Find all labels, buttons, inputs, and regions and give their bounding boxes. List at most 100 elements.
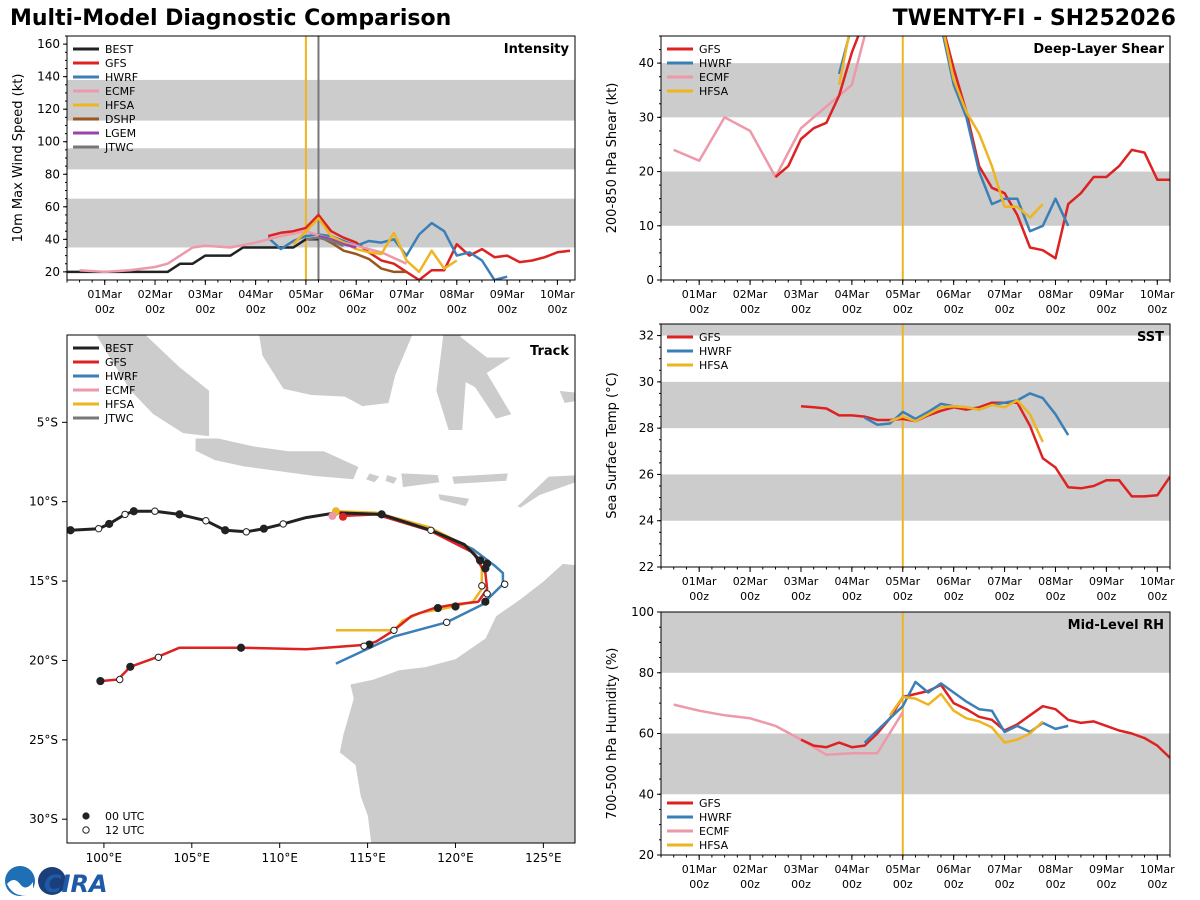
sst-xtick-label-hour: 00z <box>1147 590 1167 603</box>
sst-xtick-label: 10Mar <box>1140 575 1175 588</box>
track-legend-label-gfs: GFS <box>105 356 127 369</box>
land-sumbawa <box>400 472 441 488</box>
storm-id: TWENTY-FI - SH252026 <box>892 6 1176 31</box>
intensity-chart: 20 40 60 80 100 120 140 160 01Mar 00z 02Mar 00z 03Ma… <box>11 35 576 316</box>
sst-legend-label-gfs: GFS <box>699 331 721 344</box>
sst-xtick-label: 07Mar <box>987 575 1022 588</box>
shear-xtick-label: 08Mar <box>1038 288 1073 301</box>
track-marker-12utc <box>121 510 129 519</box>
track-xtick-label: 110°E <box>261 851 298 865</box>
sst-legend-label-hwrf: HWRF <box>699 345 732 358</box>
track-marker-00utc <box>377 510 386 519</box>
sst-xtick-label-hour: 00z <box>995 590 1015 603</box>
intensity-ytick-label: 20 <box>45 265 60 279</box>
intensity-xtick-label-hour: 00z <box>246 303 266 316</box>
sst-xtick-label-hour: 00z <box>944 590 964 603</box>
shear-xtick-label-hour: 00z <box>842 303 862 316</box>
track-xtick-label: 105°E <box>174 851 211 865</box>
rh-ytick-label: 80 <box>639 666 654 680</box>
shear-xtick-label: 10Mar <box>1140 288 1175 301</box>
track-marker-12utc <box>427 526 435 534</box>
sst-xtick-label-hour: 00z <box>893 590 913 603</box>
rh-legend-label-ecmf: ECMF <box>699 825 729 838</box>
intensity-legend-label-lgem: LGEM <box>105 127 136 140</box>
sst-ytick-label: 32 <box>639 329 654 343</box>
intensity-xtick-label-hour: 00z <box>497 303 517 316</box>
shear-ylabel: 200-850 hPa Shear (kt) <box>605 83 620 234</box>
rh-xtick-label-hour: 00z <box>944 878 964 891</box>
sst-xtick-label: 02Mar <box>733 575 768 588</box>
intensity-ytick-label: 140 <box>37 70 60 84</box>
shear-xtick-label-hour: 00z <box>791 303 811 316</box>
track-marker-00utc <box>67 526 75 535</box>
intensity-xtick-label-hour: 00z <box>195 303 215 316</box>
track-marker-00utc <box>236 643 246 652</box>
intensity-ytick-label: 40 <box>45 232 60 246</box>
land-sumatra <box>95 335 210 437</box>
intensity-xtick-label-hour: 00z <box>95 303 115 316</box>
track-start-gfs <box>338 512 347 521</box>
intensity-ytick-label: 100 <box>37 135 60 149</box>
intensity-xtick-label: 08Mar <box>439 288 474 301</box>
sst-xtick-label-hour: 00z <box>740 590 760 603</box>
rh-xtick-label: 07Mar <box>987 863 1022 876</box>
shear-xtick-label: 05Mar <box>885 288 920 301</box>
shear-xtick-label: 02Mar <box>733 288 768 301</box>
rh-legend-label-hfsa: HFSA <box>699 839 729 852</box>
track-xtick-label: 120°E <box>437 851 474 865</box>
track-xtick-label: 115°E <box>349 851 386 865</box>
track-marker-00utc <box>259 524 268 533</box>
sst-series-hfsa <box>889 399 1044 443</box>
rh-xtick-label: 03Mar <box>784 863 819 876</box>
track-marker-12utc <box>360 642 368 650</box>
rh-series-hwrf <box>863 680 1069 744</box>
rh-xtick-label: 05Mar <box>885 863 920 876</box>
marker-legend-12utc-label: 12 UTC <box>105 824 145 837</box>
intensity-xtick-label-hour: 00z <box>397 303 417 316</box>
rh-xtick-label-hour: 00z <box>689 878 709 891</box>
sst-xtick-label: 04Mar <box>834 575 869 588</box>
land-borneo <box>258 335 413 407</box>
intensity-xtick-label-hour: 00z <box>346 303 366 316</box>
track-marker-00utc <box>481 597 490 606</box>
intensity-legend-label-jtwc: JTWC <box>104 141 134 154</box>
shear-chart: 0 10 20 30 40 01Mar 00z 02Mar 00z 03Mar 00z 04Mar 00… <box>605 35 1175 316</box>
shear-xtick-label: 07Mar <box>987 288 1022 301</box>
shear-xtick-label: 04Mar <box>834 288 869 301</box>
shear-legend-label-hfsa: HFSA <box>699 85 729 98</box>
track-ytick-label: 15°S <box>29 574 58 588</box>
shear-xtick-label: 03Mar <box>784 288 819 301</box>
rh-ytick-label: 40 <box>639 787 654 801</box>
shear-ytick-label: 0 <box>646 273 654 287</box>
land-australia <box>339 563 575 843</box>
cira-logo: CIRA <box>5 866 108 898</box>
track-xtick-label: 100°E <box>86 851 123 865</box>
sst-ytick-label: 22 <box>639 560 654 574</box>
track-legend-label-hfsa: HFSA <box>105 398 135 411</box>
rh-legend-label-gfs: GFS <box>699 797 721 810</box>
track-marker-12utc <box>151 507 159 515</box>
intensity-xtick-label: 06Mar <box>339 288 374 301</box>
intensity-legend-label-gfs: GFS <box>105 57 127 70</box>
intensity-legend-label-ecmf: ECMF <box>105 85 135 98</box>
shear-legend-label-gfs: GFS <box>699 43 721 56</box>
rh-xtick-label: 01Mar <box>682 863 717 876</box>
intensity-ytick-label: 60 <box>45 200 60 214</box>
sst-ylabel: Sea Surface Temp (°C) <box>605 372 620 519</box>
shear-xtick-label-hour: 00z <box>740 303 760 316</box>
sst-legend-label-hfsa: HFSA <box>699 359 729 372</box>
intensity-xtick-label-hour: 00z <box>548 303 568 316</box>
sst-xtick-label: 01Mar <box>682 575 717 588</box>
shear-band-1 <box>661 63 1170 118</box>
sst-xtick-label-hour: 00z <box>689 590 709 603</box>
track-xtick-label: 125°E <box>525 851 562 865</box>
track-marker-00utc <box>221 526 230 535</box>
intensity-series-lgem <box>318 234 357 249</box>
sst-xtick-label-hour: 00z <box>1096 590 1116 603</box>
track-ytick-label: 20°S <box>29 653 58 667</box>
